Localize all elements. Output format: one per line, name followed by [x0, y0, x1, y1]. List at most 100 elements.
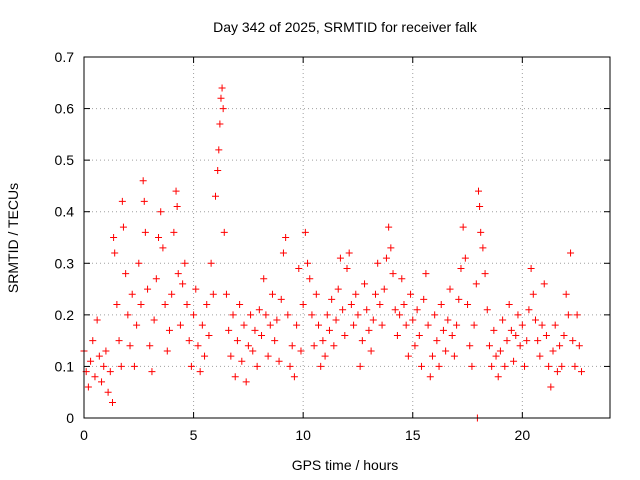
data-point — [282, 234, 290, 241]
data-point — [439, 326, 447, 334]
data-point — [475, 187, 482, 195]
data-point — [494, 373, 502, 381]
data-point — [525, 306, 533, 314]
data-point — [540, 280, 548, 288]
data-point — [332, 316, 340, 324]
data-point — [347, 301, 355, 309]
data-point — [389, 270, 397, 278]
data-point — [393, 331, 401, 339]
data-point — [428, 352, 436, 360]
data-point — [295, 264, 303, 272]
data-point — [279, 249, 287, 257]
data-point — [110, 234, 118, 241]
data-point — [567, 249, 575, 257]
data-point — [446, 285, 454, 293]
data-point — [268, 290, 276, 298]
data-point — [310, 342, 318, 350]
x-tick-label: 10 — [295, 427, 311, 443]
data-point — [306, 275, 314, 283]
data-point — [455, 295, 463, 303]
points-layer — [80, 84, 586, 422]
data-point — [137, 301, 145, 309]
data-point — [558, 362, 566, 370]
data-point — [152, 275, 160, 283]
data-point — [118, 197, 126, 205]
data-point — [273, 316, 281, 324]
data-point — [374, 259, 382, 267]
data-point — [113, 301, 121, 309]
grid-layer — [84, 57, 610, 418]
data-point — [437, 301, 445, 309]
data-point — [556, 342, 564, 350]
data-point — [426, 373, 434, 381]
x-tick-label: 5 — [190, 427, 198, 443]
data-point — [503, 337, 511, 345]
data-point — [133, 321, 141, 329]
data-point — [339, 306, 347, 314]
data-point — [98, 378, 106, 386]
data-point — [173, 203, 181, 211]
data-point — [135, 259, 143, 267]
data-point — [553, 368, 561, 376]
data-point — [89, 337, 97, 345]
data-point — [249, 347, 257, 355]
data-point — [400, 301, 408, 309]
data-point — [207, 259, 215, 267]
data-point — [433, 337, 441, 345]
data-point — [358, 337, 366, 345]
data-point — [95, 352, 103, 360]
data-point — [457, 264, 465, 272]
data-point — [369, 316, 377, 324]
data-point — [155, 234, 163, 241]
data-point — [396, 311, 404, 319]
data-point — [573, 311, 581, 319]
data-point — [516, 342, 524, 350]
data-point — [172, 187, 180, 195]
data-point — [341, 331, 349, 339]
data-point — [407, 290, 415, 298]
data-point — [409, 316, 417, 324]
data-point — [161, 301, 169, 309]
data-point — [176, 321, 184, 329]
data-point — [404, 352, 412, 360]
data-point — [251, 326, 259, 334]
data-point — [231, 373, 239, 381]
data-point — [459, 223, 467, 231]
data-point — [507, 326, 515, 334]
data-point — [117, 362, 125, 370]
data-point — [376, 301, 384, 309]
data-point — [102, 347, 110, 355]
data-point — [215, 146, 223, 154]
y-axis-label: SRMTID / TECUs — [5, 183, 21, 293]
y-tick-label: 0 — [66, 410, 74, 426]
chart-title: Day 342 of 2025, SRMTID for receiver fal… — [213, 19, 478, 35]
data-point — [319, 337, 327, 345]
data-point — [244, 342, 252, 350]
data-point — [356, 362, 364, 370]
data-point — [104, 388, 112, 396]
data-point — [111, 249, 119, 257]
data-point — [179, 280, 187, 288]
data-point — [378, 321, 386, 329]
data-point — [490, 326, 498, 334]
data-point — [481, 270, 489, 278]
data-point — [380, 285, 388, 293]
data-point — [542, 331, 550, 339]
data-point — [382, 254, 390, 262]
data-point — [119, 223, 127, 231]
data-point — [385, 223, 393, 231]
data-point — [564, 311, 572, 319]
data-point — [201, 352, 209, 360]
y-tick-label: 0.5 — [55, 152, 75, 168]
data-point — [538, 321, 546, 329]
data-point — [328, 295, 336, 303]
data-point — [345, 249, 353, 257]
data-point — [122, 270, 130, 278]
data-point — [402, 321, 410, 329]
data-point — [562, 290, 570, 298]
data-point — [284, 311, 292, 319]
data-point — [157, 208, 165, 216]
data-point — [531, 316, 539, 324]
data-point — [165, 326, 173, 334]
